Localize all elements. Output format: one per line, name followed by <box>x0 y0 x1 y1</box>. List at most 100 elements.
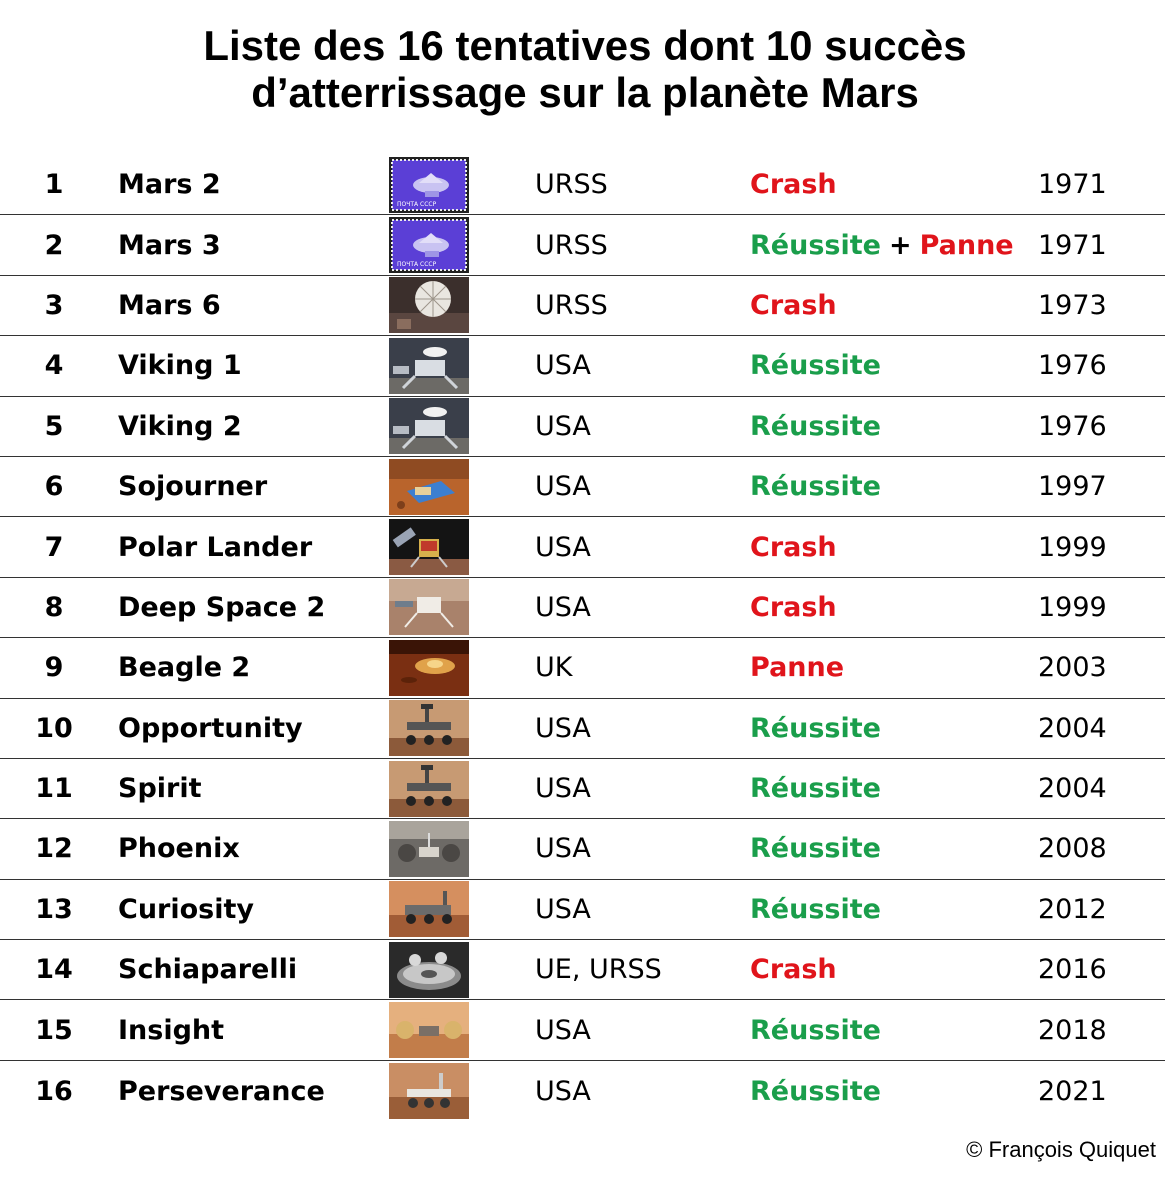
mission-year: 2004 <box>1038 712 1107 744</box>
mission-result: Crash <box>750 155 1030 214</box>
title-line-1: Liste des 16 tentatives dont 10 succès <box>203 22 967 69</box>
result-status: Réussite <box>750 712 881 744</box>
mission-number: 4 <box>44 350 64 382</box>
mission-image <box>389 1061 469 1121</box>
mission-image <box>389 276 469 335</box>
mission-image: ПОЧТА СССР <box>389 215 469 274</box>
result-status: Crash <box>750 954 837 986</box>
mission-name: Mars 2 <box>118 169 221 201</box>
result-status: Crash <box>750 531 837 563</box>
table-row: 2 Mars 3 ПОЧТА СССР URSS Réussite + Panne 1971 <box>0 215 1165 276</box>
svg-text:ПОЧТА СССР: ПОЧТА СССР <box>397 201 437 208</box>
mission-country: USA <box>535 471 591 503</box>
mission-country: URSS <box>535 229 608 261</box>
mission-result: Réussite <box>750 759 1030 818</box>
missions-table: 1 Mars 2 ПОЧТА СССР URSS Crash 1971 2 Mars 3 ПОЧ… <box>0 155 1165 1121</box>
result-status: Crash <box>750 169 837 201</box>
mission-country: USA <box>535 591 591 623</box>
mission-name: Viking 2 <box>118 410 242 442</box>
mission-image <box>389 397 469 456</box>
mission-image <box>389 940 469 999</box>
mission-image <box>389 819 469 878</box>
mission-year: 2003 <box>1038 652 1107 684</box>
result-status: Réussite <box>750 350 881 382</box>
mission-year: 1976 <box>1038 410 1107 442</box>
result-status: Réussite <box>750 1075 881 1107</box>
mission-name: Mars 6 <box>118 289 221 321</box>
mission-image <box>389 457 469 516</box>
mission-country: USA <box>535 1014 591 1046</box>
lander-image <box>389 820 469 877</box>
mission-image <box>389 1000 469 1059</box>
table-row: 16 Perseverance USA Réussite 2021 <box>0 1061 1165 1121</box>
lander-image <box>389 1002 469 1059</box>
table-row: 4 Viking 1 USA Réussite 1976 <box>0 336 1165 397</box>
mission-name: Viking 1 <box>118 350 242 382</box>
lander-image <box>389 1063 469 1120</box>
mission-number: 6 <box>44 471 64 503</box>
result-status: Panne <box>750 652 845 684</box>
result-status: Crash <box>750 591 837 623</box>
mission-result: Crash <box>750 517 1030 576</box>
mission-image <box>389 578 469 637</box>
table-row: 5 Viking 2 USA Réussite 1976 <box>0 397 1165 457</box>
lander-image: ПОЧТА СССР <box>389 217 469 274</box>
mission-country: USA <box>535 893 591 925</box>
mission-result: Réussite <box>750 397 1030 456</box>
result-status: Crash <box>750 289 837 321</box>
lander-image <box>389 458 469 515</box>
lander-image <box>389 579 469 636</box>
mission-number: 13 <box>35 893 73 925</box>
mission-result: Réussite <box>750 457 1030 516</box>
mission-year: 2008 <box>1038 833 1107 865</box>
lander-image <box>389 941 469 998</box>
mission-image <box>389 517 469 576</box>
mission-number: 3 <box>44 289 64 321</box>
lander-image <box>389 700 469 757</box>
mission-country: USA <box>535 410 591 442</box>
mission-country: URSS <box>535 289 608 321</box>
mission-year: 1997 <box>1038 471 1107 503</box>
mission-name: Beagle 2 <box>118 652 251 684</box>
lander-image <box>389 277 469 334</box>
table-row: 6 Sojourner USA Réussite 1997 <box>0 457 1165 518</box>
mission-country: UK <box>535 652 573 684</box>
lander-image <box>389 337 469 394</box>
result-status: Panne <box>919 229 1014 261</box>
mission-result: Réussite <box>750 1000 1030 1059</box>
page-title: Liste des 16 tentatives dont 10 succès d… <box>0 22 1170 116</box>
mission-number: 14 <box>35 954 73 986</box>
mission-country: URSS <box>535 169 608 201</box>
mission-number: 16 <box>35 1075 73 1107</box>
table-row: 7 Polar Lander USA Crash 1999 <box>0 517 1165 578</box>
mission-name: Phoenix <box>118 833 240 865</box>
mission-year: 2016 <box>1038 954 1107 986</box>
result-status: Réussite <box>750 833 881 865</box>
mission-country: USA <box>535 773 591 805</box>
mission-number: 10 <box>35 712 73 744</box>
mission-country: USA <box>535 531 591 563</box>
mission-number: 9 <box>44 652 64 684</box>
result-status: Réussite <box>750 1014 881 1046</box>
mission-image <box>389 699 469 758</box>
mission-country: USA <box>535 833 591 865</box>
mission-name: Perseverance <box>118 1075 325 1107</box>
result-status: Réussite <box>750 229 881 261</box>
result-status: Réussite <box>750 893 881 925</box>
mission-image <box>389 336 469 395</box>
table-row: 11 Spirit USA Réussite 2004 <box>0 759 1165 820</box>
lander-image: ПОЧТА СССР <box>389 156 469 213</box>
mission-number: 1 <box>44 169 64 201</box>
mission-result: Réussite <box>750 1061 1030 1121</box>
lander-image <box>389 881 469 938</box>
result-status: Réussite <box>750 773 881 805</box>
mission-year: 1971 <box>1038 229 1107 261</box>
mission-year: 2018 <box>1038 1014 1107 1046</box>
mission-name: Insight <box>118 1014 225 1046</box>
mission-year: 2021 <box>1038 1075 1107 1107</box>
table-row: 9 Beagle 2 UK Panne 2003 <box>0 638 1165 699</box>
lander-image <box>389 760 469 817</box>
result-status: Réussite <box>750 471 881 503</box>
mission-result: Réussite + Panne <box>750 215 1030 274</box>
mission-number: 15 <box>35 1014 73 1046</box>
